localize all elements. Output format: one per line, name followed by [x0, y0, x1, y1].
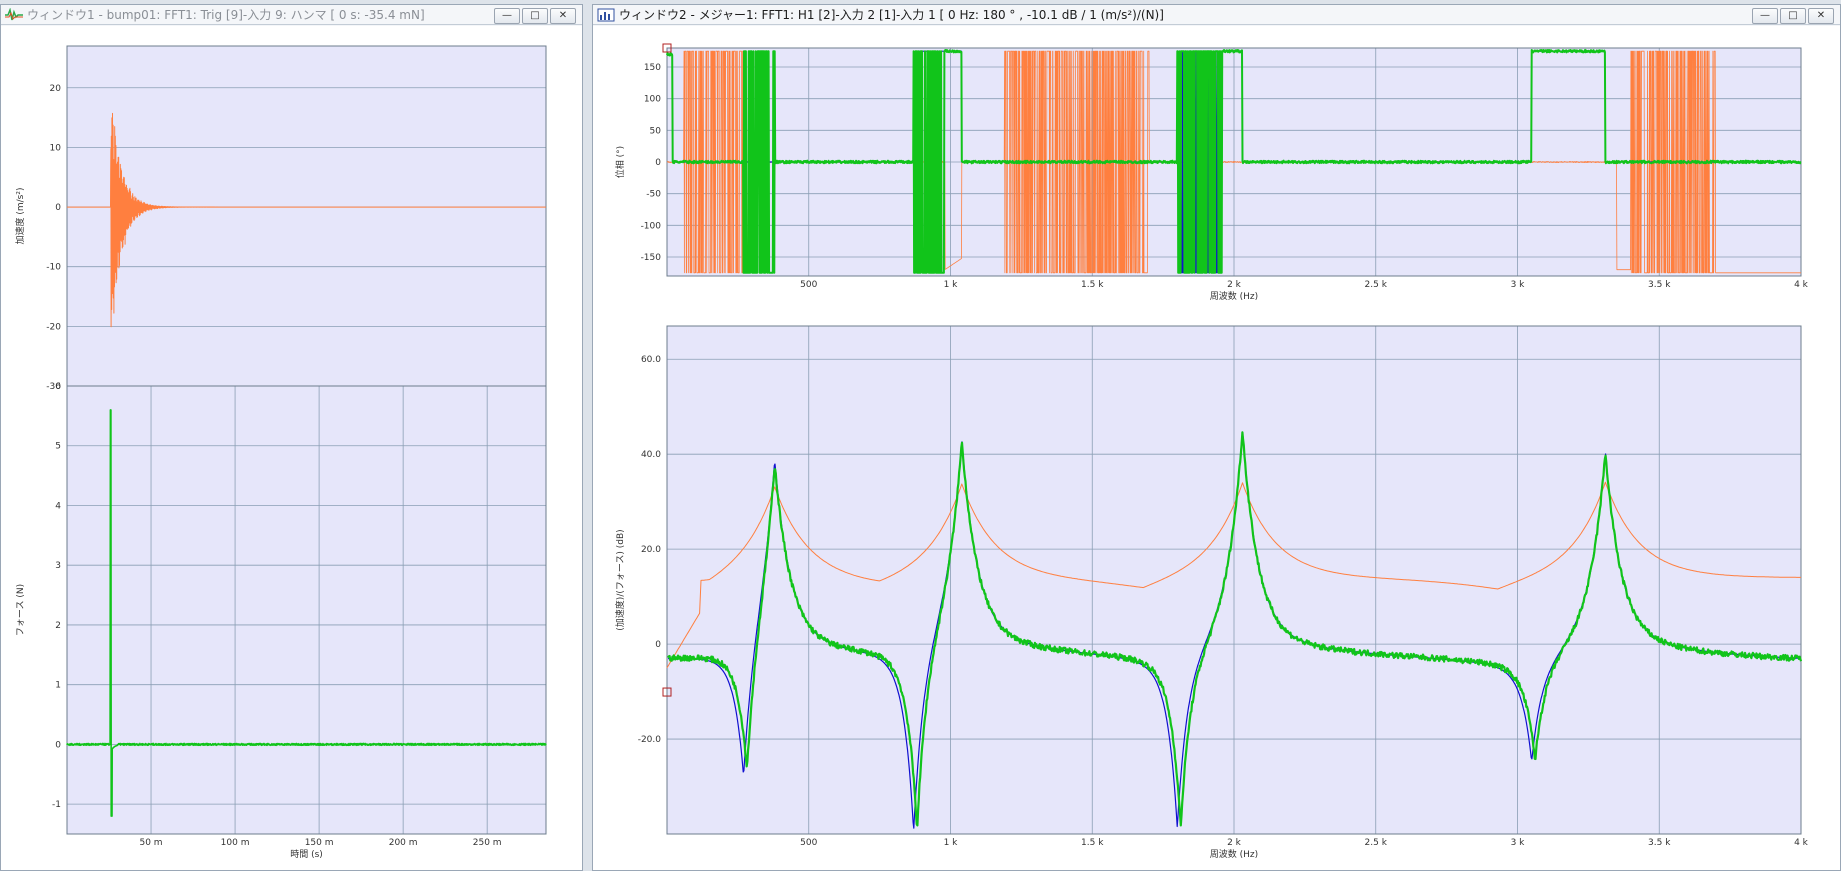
force-time-frame [66, 385, 547, 835]
x-tick-label: 1.5 k [1081, 280, 1104, 290]
accel-time-plot-area [67, 46, 546, 386]
y-tick-label: 5 [55, 442, 61, 452]
x-tick-label: 500 [800, 280, 817, 290]
window-2-titlebar[interactable]: ウィンドウ2 - メジャー1: FFT1: H1 [2]-入力 2 [1]-入力… [593, 5, 1840, 25]
x-tick-label: 1 k [944, 280, 959, 290]
y-tick-label: -150 [641, 253, 662, 263]
x-axis-label: 時間 (s) [290, 849, 323, 860]
x-tick-label: 250 m [473, 838, 502, 848]
window-1-body: -30 -20 -10 0 10 20 加速度 (m/s²) 50 m 100 m 150 m 20… [1, 26, 582, 870]
window-1-minimize-button[interactable]: — [494, 8, 520, 24]
y-axis-label: 位相 (°) [614, 146, 626, 178]
window-2-minimize-button[interactable]: — [1752, 8, 1778, 24]
x-tick-label: 3 k [1511, 838, 1526, 848]
y-tick-label: 0 [655, 158, 661, 168]
magnitude-green-trace [667, 431, 1803, 827]
y-tick-label: 0 [55, 203, 61, 213]
cursor-marker [662, 43, 672, 53]
window-2-title: ウィンドウ2 - メジャー1: FFT1: H1 [2]-入力 2 [1]-入力… [619, 8, 1164, 22]
x-tick-label: 100 m [221, 838, 250, 848]
y-tick-label: -100 [641, 221, 662, 231]
x-tick-label: 50 m [139, 838, 162, 848]
x-axis-label: 周波数 (Hz) [1210, 848, 1258, 860]
x-tick-label: 2 k [1227, 838, 1242, 848]
magnitude-frame [666, 325, 1802, 835]
y-tick-label: -20.0 [638, 735, 662, 745]
x-tick-label: 1 k [944, 838, 959, 848]
x-tick-label: 2.5 k [1365, 280, 1388, 290]
window-1[interactable]: ウィンドウ1 - bump01: FFT1: Trig [9]-入力 9: ハン… [0, 4, 583, 871]
y-tick-label: 60.0 [641, 355, 661, 365]
y-tick-label: 0 [55, 740, 61, 750]
y-tick-label: 50 [650, 126, 662, 136]
x-tick-label: 2.5 k [1365, 838, 1388, 848]
x-tick-label: 500 [800, 838, 817, 848]
x-tick-label: 2 k [1227, 280, 1242, 290]
x-tick-label: 3.5 k [1648, 280, 1671, 290]
window-2-maximize-button[interactable]: □ [1780, 8, 1806, 24]
y-axis-label: フォース (N) [16, 584, 26, 636]
phase-green-trace [666, 48, 1802, 274]
force-time-chart: 50 m 100 m 150 m 200 m 250 m -1 0 1 2 3 4 5 6 フォース (N… [16, 382, 547, 860]
y-axis-label: (加速度)/(フォース) (dB) [614, 529, 626, 630]
y-tick-label: 20.0 [641, 545, 661, 555]
force-time-plot-area [67, 386, 546, 834]
y-axis-label: 加速度 (m/s²) [14, 188, 26, 245]
x-tick-label: 4 k [1794, 838, 1809, 848]
x-tick-label: 200 m [389, 838, 418, 848]
y-tick-label: 100 [644, 95, 661, 105]
magnitude-orange-trace [666, 481, 1801, 669]
x-tick-label: 3.5 k [1648, 838, 1671, 848]
y-tick-label: 4 [55, 501, 61, 511]
window-1-titlebar[interactable]: ウィンドウ1 - bump01: FFT1: Trig [9]-入力 9: ハン… [1, 5, 582, 25]
x-tick-label: 1.5 k [1081, 838, 1104, 848]
y-tick-label: 0 [655, 640, 661, 650]
y-tick-label: 1 [55, 681, 61, 691]
accel-time-chart: -30 -20 -10 0 10 20 加速度 (m/s²) [14, 45, 547, 392]
y-tick-label: 40.0 [641, 450, 661, 460]
window-1-close-button[interactable]: ✕ [550, 8, 576, 24]
window-1-maximize-button[interactable]: □ [522, 8, 548, 24]
magnitude-chart: 500 1 k 1.5 k 2 k 2.5 k 3 k 3.5 k 4 k -20.0 0 20.0… [614, 325, 1809, 860]
waveform-icon [5, 7, 23, 20]
y-tick-label: 150 [644, 63, 661, 73]
window-2-close-button[interactable]: ✕ [1808, 8, 1834, 24]
acceleration-trace [66, 112, 547, 328]
cursor-marker [662, 687, 672, 697]
x-axis-label: 周波数 (Hz) [1210, 290, 1258, 302]
y-tick-label: -20 [46, 322, 61, 332]
y-tick-label: 10 [50, 143, 62, 153]
force-trace [66, 409, 547, 817]
y-tick-label: 2 [55, 621, 61, 631]
y-tick-label: -10 [46, 263, 61, 273]
x-tick-label: 4 k [1794, 280, 1809, 290]
window-2[interactable]: ウィンドウ2 - メジャー1: FFT1: H1 [2]-入力 2 [1]-入力… [592, 4, 1841, 871]
y-tick-label: -30 [46, 382, 61, 392]
y-tick-label: 3 [55, 561, 61, 571]
x-tick-label: 3 k [1511, 280, 1526, 290]
y-tick-label: -1 [52, 800, 61, 810]
y-tick-label: 6 [55, 382, 61, 392]
x-tick-label: 150 m [305, 838, 334, 848]
y-tick-label: 20 [50, 84, 62, 94]
window-1-title: ウィンドウ1 - bump01: FFT1: Trig [9]-入力 9: ハン… [27, 8, 425, 22]
bar-chart-icon [597, 8, 615, 21]
y-tick-label: -50 [646, 190, 661, 200]
